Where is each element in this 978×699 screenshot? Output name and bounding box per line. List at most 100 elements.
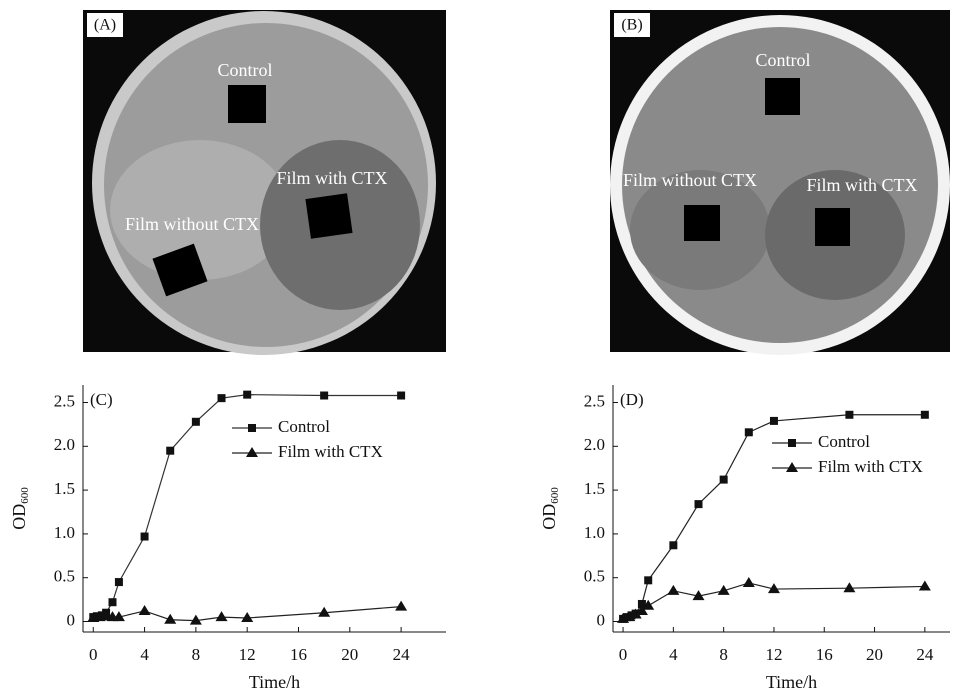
marker: [215, 611, 228, 622]
marker: [918, 580, 931, 591]
x-tick-label: 8: [719, 645, 728, 664]
x-tick-label: 4: [669, 645, 678, 664]
x-tick-label: 24: [916, 645, 934, 664]
photo-b: (B) Control Film without CTX Film with C…: [610, 10, 950, 355]
legend-marker: [248, 424, 256, 432]
y-tick-label: 2.5: [54, 391, 75, 410]
y-tick-label: 0: [67, 610, 76, 629]
marker: [191, 417, 200, 426]
marker: [920, 410, 929, 419]
x-tick-label: 12: [765, 645, 782, 664]
film: [305, 193, 353, 239]
x-tick-label: 24: [393, 645, 411, 664]
y-tick-label: 0.5: [584, 567, 605, 586]
photo-a: (A) Control Film with CTX Film without C…: [83, 10, 446, 355]
y-tick-label: 0.5: [54, 567, 75, 586]
legend-marker: [788, 439, 796, 447]
x-tick-label: 0: [619, 645, 628, 664]
y-axis-label-main: OD: [9, 504, 29, 530]
y-tick-label: 1.5: [54, 479, 75, 498]
marker: [164, 613, 177, 624]
marker: [717, 584, 730, 595]
marker: [644, 576, 653, 585]
marker: [719, 475, 728, 484]
x-tick-label: 12: [239, 645, 256, 664]
film: [152, 243, 208, 297]
x-tick-label: 16: [816, 645, 833, 664]
marker: [320, 391, 329, 400]
x-axis-label: Time/h: [249, 672, 300, 692]
marker: [742, 576, 755, 587]
marker: [669, 541, 678, 550]
marker: [769, 416, 778, 425]
y-axis-label-sub: 600: [549, 487, 561, 504]
marker: [112, 611, 125, 622]
marker: [318, 606, 331, 617]
y-axis-label: OD600: [539, 487, 560, 530]
marker: [114, 578, 123, 587]
marker: [241, 611, 254, 622]
tag-box: [87, 13, 123, 37]
y-tick-label: 1.0: [584, 523, 605, 542]
marker: [843, 582, 856, 593]
marker: [845, 410, 854, 419]
marker: [767, 583, 780, 594]
legend-marker: [246, 447, 258, 457]
marker: [623, 611, 636, 622]
photo-text: Film with CTX: [806, 175, 917, 195]
growth: [110, 140, 290, 280]
y-tick-label: 1.0: [54, 523, 75, 542]
film: [228, 85, 266, 123]
legend-label: Control: [818, 432, 870, 451]
marker: [243, 390, 252, 399]
film: [765, 78, 800, 115]
marker: [629, 608, 642, 619]
y-axis-label-sub: 600: [19, 487, 31, 504]
y-tick-label: 2.0: [584, 435, 605, 454]
photo-text: Film without CTX: [125, 214, 259, 234]
marker: [694, 500, 703, 509]
photo-text: Control: [755, 50, 810, 70]
y-tick-label: 1.5: [584, 479, 605, 498]
legend-label: Film with CTX: [278, 442, 383, 461]
marker: [642, 599, 655, 610]
x-tick-label: 20: [341, 645, 358, 664]
panel-label: (B): [621, 17, 642, 34]
marker: [189, 614, 202, 625]
marker: [138, 604, 151, 615]
x-tick-label: 20: [866, 645, 883, 664]
marker: [166, 446, 175, 455]
panel-label: (A): [94, 17, 116, 34]
x-tick-label: 0: [89, 645, 98, 664]
legend-label: Control: [278, 417, 330, 436]
marker: [744, 428, 753, 437]
panel-label: (D): [620, 390, 644, 409]
marker: [637, 599, 646, 608]
y-axis-label: OD600: [9, 487, 30, 530]
film: [684, 205, 720, 241]
panel-label: (C): [90, 390, 113, 409]
marker: [667, 584, 680, 595]
marker: [140, 532, 149, 541]
y-tick-label: 0: [597, 610, 606, 629]
x-tick-label: 4: [140, 645, 149, 664]
photo-text: Film without CTX: [623, 170, 757, 190]
marker: [397, 391, 406, 400]
legend-label: Film with CTX: [818, 457, 923, 476]
marker: [395, 600, 408, 611]
legend-marker: [786, 462, 798, 472]
tag-box: [614, 13, 650, 37]
x-tick-label: 8: [192, 645, 201, 664]
x-tick-label: 16: [290, 645, 307, 664]
y-tick-label: 2.0: [54, 435, 75, 454]
marker: [217, 394, 226, 403]
film: [815, 208, 850, 246]
marker: [635, 604, 648, 615]
marker: [108, 598, 117, 607]
y-tick-label: 2.5: [584, 391, 605, 410]
marker: [692, 590, 705, 601]
x-axis-label: Time/h: [766, 672, 817, 692]
photo-text: Control: [217, 60, 272, 80]
y-axis-label-main: OD: [539, 504, 559, 530]
